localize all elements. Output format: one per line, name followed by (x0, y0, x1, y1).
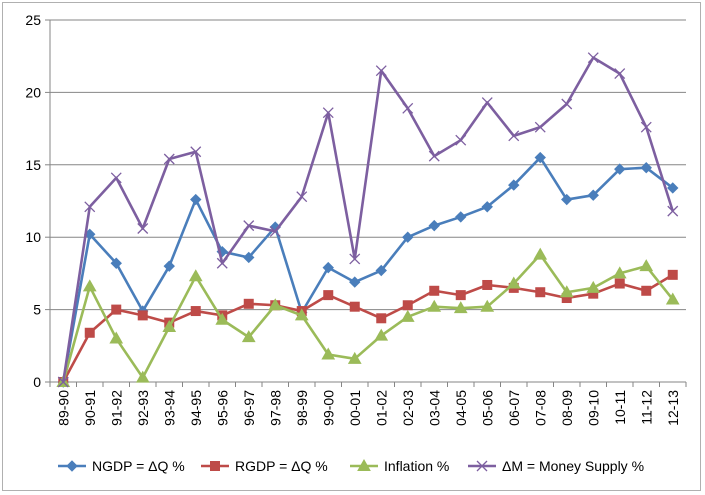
y-tick-label: 10 (25, 229, 41, 245)
data-point (615, 279, 624, 288)
data-point (430, 286, 439, 295)
y-tick-label: 20 (25, 84, 41, 100)
y-tick-label: 5 (33, 302, 41, 318)
x-tick-label: 03-04 (426, 390, 442, 426)
x-tick-label: 02-03 (400, 390, 416, 426)
x-tick-label: 08-09 (559, 390, 575, 426)
data-point (534, 249, 546, 259)
line-chart: 0 5 10 15 20 25 89-90 90-91 91-92 92-93 93-94 94-9… (0, 0, 705, 495)
x-tick-label: 91-92 (108, 390, 124, 426)
data-point (110, 333, 122, 344)
data-point (377, 314, 386, 323)
legend-item: ΔM = Money Supply % (468, 458, 644, 474)
x-tick-label: 90-91 (82, 390, 98, 426)
data-point (112, 305, 121, 314)
data-point (111, 173, 121, 183)
data-point (642, 286, 651, 295)
x-tick-label: 12-13 (665, 390, 681, 426)
y-tick-label: 0 (33, 374, 41, 390)
x-tick-label: 01-02 (373, 390, 389, 426)
x-axis-ticks: 89-90 90-91 91-92 92-93 93-94 94-95 95-96 96-97… (50, 382, 686, 426)
legend-item: RGDP = ΔQ % (201, 458, 328, 474)
x-tick-label: 06-07 (506, 390, 522, 426)
x-tick-label: 09-10 (585, 390, 601, 426)
x-tick-label: 92-93 (135, 390, 151, 426)
series-line (63, 58, 673, 382)
data-point (456, 212, 466, 222)
legend-item: Inflation % (350, 458, 449, 474)
data-point (84, 280, 96, 291)
data-point (403, 103, 413, 113)
data-point (536, 288, 545, 297)
x-tick-label: 07-08 (532, 390, 548, 426)
legend: NGDP = ΔQ % RGDP = ΔQ % Inflation % ΔM = Mo… (58, 458, 644, 474)
data-point (456, 291, 465, 300)
data-point (324, 291, 333, 300)
data-point (588, 53, 598, 63)
x-tick-label: 98-99 (294, 390, 310, 426)
data-point (640, 260, 652, 271)
data-point (403, 301, 412, 310)
data-point (456, 135, 466, 145)
x-tick-label: 96-97 (241, 390, 257, 426)
x-tick-label: 89-90 (55, 390, 71, 426)
data-point (429, 221, 439, 231)
legend-label: ΔM = Money Supply % (502, 458, 644, 474)
x-tick-label: 93-94 (161, 390, 177, 426)
data-point (350, 277, 360, 287)
series-2 (59, 270, 678, 386)
x-tick-label: 10-11 (612, 390, 628, 425)
series-1 (58, 153, 678, 387)
data-point (190, 270, 202, 281)
x-tick-label: 97-98 (267, 390, 283, 426)
legend-marker (211, 462, 220, 471)
data-point (85, 328, 94, 337)
data-point (244, 299, 253, 308)
data-point (191, 195, 201, 205)
legend-item: NGDP = ΔQ % (58, 458, 185, 474)
data-point (587, 282, 599, 293)
data-point (191, 307, 200, 316)
x-tick-label: 99-00 (320, 390, 336, 426)
data-point (562, 99, 572, 109)
data-point (138, 311, 147, 320)
data-point (482, 98, 492, 108)
legend-label: Inflation % (384, 458, 449, 474)
x-tick-label: 11-12 (638, 390, 654, 425)
x-tick-label: 05-06 (479, 390, 495, 426)
y-axis-ticks: 0 5 10 15 20 25 (25, 12, 50, 390)
y-tick-label: 15 (25, 157, 41, 173)
legend-marker (67, 461, 77, 471)
y-tick-label: 25 (25, 12, 41, 28)
legend-label: RGDP = ΔQ % (235, 458, 328, 474)
legend-label: NGDP = ΔQ % (92, 458, 185, 474)
data-point (429, 151, 439, 161)
x-tick-label: 95-96 (214, 390, 230, 426)
data-point (668, 270, 677, 279)
axes (50, 20, 686, 382)
data-point (483, 280, 492, 289)
data-point (350, 302, 359, 311)
x-tick-label: 94-95 (188, 390, 204, 426)
x-tick-label: 04-05 (453, 390, 469, 426)
series-4 (58, 53, 678, 387)
data-point (615, 69, 625, 79)
series-group (57, 53, 679, 387)
x-tick-label: 00-01 (347, 390, 363, 426)
